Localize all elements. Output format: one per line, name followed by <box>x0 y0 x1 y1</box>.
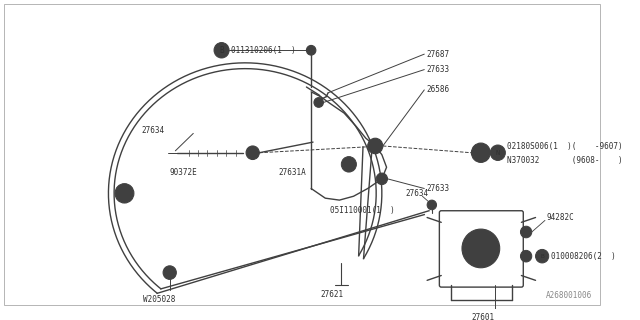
Text: N: N <box>496 150 500 156</box>
Text: W205028: W205028 <box>143 295 176 304</box>
Text: 26586: 26586 <box>426 85 449 94</box>
Text: B: B <box>220 46 224 55</box>
Text: B: B <box>540 254 544 259</box>
Circle shape <box>520 226 532 238</box>
Circle shape <box>427 200 436 210</box>
Circle shape <box>368 138 383 154</box>
Circle shape <box>307 45 316 55</box>
Circle shape <box>376 173 387 185</box>
Circle shape <box>163 266 176 279</box>
Text: 94282C: 94282C <box>547 213 575 222</box>
Circle shape <box>536 249 548 263</box>
Circle shape <box>214 43 229 58</box>
Circle shape <box>479 246 483 250</box>
Circle shape <box>167 270 173 276</box>
Circle shape <box>371 142 379 150</box>
Text: A268001006: A268001006 <box>546 291 592 300</box>
Circle shape <box>520 250 532 262</box>
Text: 90372E: 90372E <box>170 168 198 177</box>
Text: 05I110001(1  ): 05I110001(1 ) <box>330 206 395 215</box>
Text: 011310206(1  ): 011310206(1 ) <box>231 46 296 55</box>
Circle shape <box>476 148 486 157</box>
Circle shape <box>314 98 323 107</box>
Circle shape <box>120 188 129 198</box>
Text: 27621: 27621 <box>321 290 344 299</box>
Text: 27633: 27633 <box>426 65 449 74</box>
Text: 27633: 27633 <box>426 184 449 193</box>
Circle shape <box>462 229 500 268</box>
Text: 02180S006(1  )(    -9607): 02180S006(1 )( -9607) <box>508 142 623 151</box>
Text: 27634: 27634 <box>141 126 164 135</box>
Text: N370032       (9608-    ): N370032 (9608- ) <box>508 156 623 165</box>
Circle shape <box>472 143 490 163</box>
Circle shape <box>475 243 486 254</box>
Circle shape <box>468 236 493 261</box>
Text: 27631A: 27631A <box>278 168 306 177</box>
Circle shape <box>115 184 134 203</box>
Text: 27634: 27634 <box>405 189 429 198</box>
Circle shape <box>490 145 506 160</box>
Text: 27601: 27601 <box>472 313 495 320</box>
Text: 27687: 27687 <box>426 50 449 59</box>
Circle shape <box>341 156 356 172</box>
Circle shape <box>246 146 259 159</box>
Text: 010008206(2  ): 010008206(2 ) <box>550 252 616 261</box>
